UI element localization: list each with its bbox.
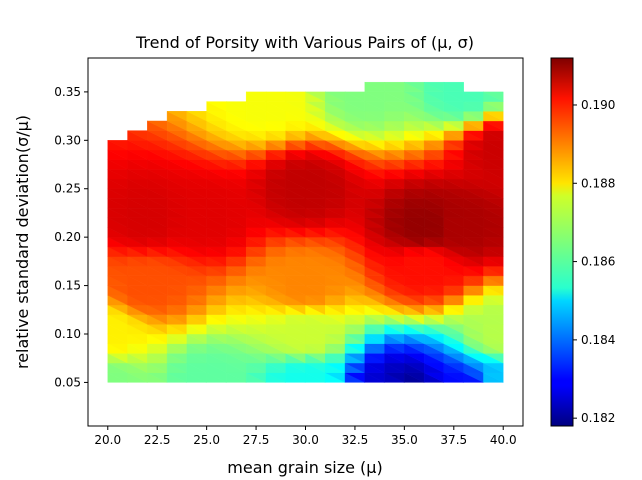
colorbar-tick-label: 0.188 [581, 176, 615, 190]
colorbar-tick-label: 0.184 [581, 333, 615, 347]
x-tick-label: 27.5 [243, 433, 270, 447]
x-tick-label: 32.5 [342, 433, 369, 447]
x-axis-label: mean grain size (μ) [227, 458, 382, 477]
y-tick-label: 0.25 [54, 182, 81, 196]
x-tick-label: 35.0 [391, 433, 418, 447]
x-tick-label: 20.0 [94, 433, 121, 447]
y-tick-label: 0.20 [54, 230, 81, 244]
y-axis-ticks: 0.05 0.10 0.15 0.20 0.25 0.30 0.35 [54, 85, 88, 389]
mesh-triangle [483, 91, 504, 102]
colorbar-tick-label: 0.190 [581, 98, 615, 112]
y-tick-label: 0.15 [54, 279, 81, 293]
colorbar-tick-label: 0.182 [581, 411, 615, 425]
x-tick-label: 22.5 [144, 433, 171, 447]
chart-title: Trend of Porsity with Various Pairs of (… [135, 33, 474, 52]
y-tick-label: 0.05 [54, 375, 81, 389]
y-tick-label: 0.10 [54, 327, 81, 341]
x-axis-ticks: 20.0 22.5 25.0 27.5 30.0 32.5 35.0 37.5 40.0 [94, 426, 517, 447]
x-tick-label: 25.0 [193, 433, 220, 447]
x-tick-label: 40.0 [490, 433, 517, 447]
colorbar: 0.182 0.184 0.186 0.188 0.190 [550, 57, 615, 427]
y-tick-label: 0.35 [54, 85, 81, 99]
colorbar-tick-label: 0.186 [581, 255, 615, 269]
mesh-triangle [443, 82, 464, 93]
x-tick-label: 30.0 [292, 433, 319, 447]
plot-area: 20.0 22.5 25.0 27.5 30.0 32.5 35.0 37.5 40.0 0.0… [54, 57, 524, 447]
porosity-mesh [107, 81, 504, 383]
colorbar-ticks: 0.182 0.184 0.186 0.188 0.190 [573, 98, 615, 425]
y-axis-label: relative standard deviation(σ/μ) [13, 115, 32, 369]
y-tick-label: 0.30 [54, 133, 81, 147]
colorbar-gradient [550, 57, 574, 427]
x-tick-label: 37.5 [440, 433, 467, 447]
